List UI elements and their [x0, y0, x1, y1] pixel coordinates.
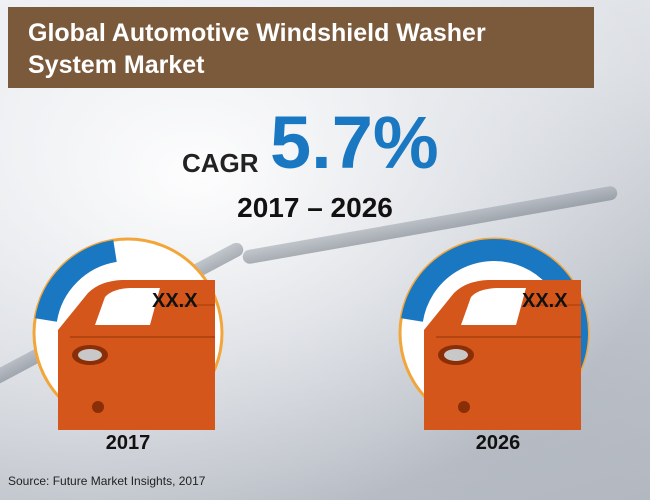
cagr-value: 5.7%	[270, 101, 439, 184]
title-banner: Global Automotive Windshield Washer Syst…	[8, 7, 594, 88]
cagr-label: CAGR	[182, 148, 259, 178]
page-title: Global Automotive Windshield Washer Syst…	[28, 19, 486, 79]
car-icon	[424, 280, 581, 430]
car-icon	[58, 280, 215, 430]
gauge-2026	[398, 237, 590, 430]
gauge-2017	[32, 237, 224, 430]
value-label-2017: XX.X	[152, 290, 198, 312]
source-note: Source: Future Market Insights, 2017	[8, 474, 206, 488]
year-label-2026: 2026	[475, 432, 521, 454]
year-label-2017: 2017	[105, 432, 151, 454]
value-label-2026: XX.X	[522, 290, 568, 312]
cagr-period: 2017 – 2026	[237, 192, 393, 223]
gauge-arc-2017	[35, 240, 118, 323]
